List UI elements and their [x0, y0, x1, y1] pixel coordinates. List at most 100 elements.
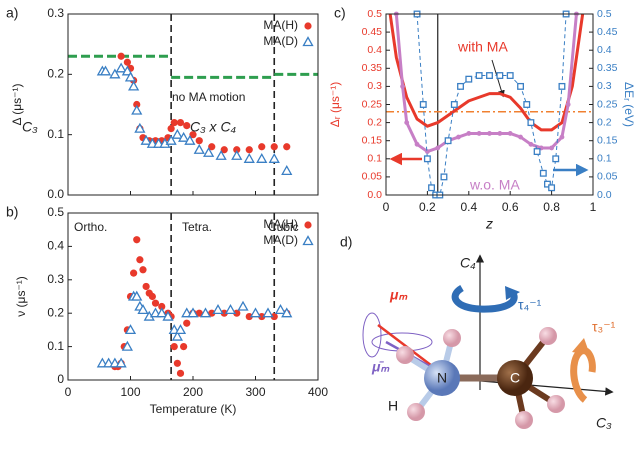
data-point	[245, 146, 253, 154]
data-point	[423, 155, 431, 163]
data-point	[167, 125, 175, 133]
data-point	[128, 80, 140, 91]
hydrogen-atom	[547, 395, 565, 413]
y-tick-label: 0.3	[47, 272, 64, 286]
dipole-label: μ̄ₘ	[371, 359, 390, 375]
data-point	[174, 324, 187, 335]
y2-tick-label: 0.3	[597, 80, 612, 92]
x-tick-label: 400	[308, 385, 328, 399]
y-tick-label: 0.5	[47, 205, 64, 219]
data-point	[258, 312, 266, 321]
data-point	[148, 292, 156, 301]
data-point	[517, 82, 524, 90]
atom-label: H	[388, 398, 398, 414]
data-point	[212, 304, 224, 315]
rotation-arrowhead-c3	[572, 338, 590, 355]
data-point	[170, 119, 178, 127]
x-tick-label: 200	[183, 385, 203, 399]
legend-label: MA(D)	[263, 233, 298, 247]
data-point	[281, 307, 293, 318]
data-point	[466, 131, 472, 136]
data-point	[400, 84, 405, 89]
rotation-arrow-c3	[570, 347, 596, 403]
x-tick-label: 100	[120, 385, 140, 399]
legend-marker	[304, 221, 312, 229]
data-point	[109, 68, 121, 79]
data-point	[233, 146, 241, 154]
data-point	[187, 307, 199, 318]
data-point	[220, 309, 228, 317]
y-axis-label: Δ (μs⁻¹)	[10, 84, 24, 126]
data-point	[117, 52, 125, 60]
data-point	[527, 119, 535, 127]
precession-ellipse	[362, 312, 382, 358]
data-point	[99, 65, 112, 76]
x-tick-label: 0.4	[460, 200, 477, 214]
data-line	[388, 13, 585, 132]
data-point	[506, 72, 514, 79]
data-point	[245, 312, 253, 321]
y2-tick-label: 0.45	[597, 26, 618, 38]
data-point	[220, 146, 228, 154]
legend-label: MA(H)	[263, 18, 298, 32]
y-tick-label: 0.0	[367, 189, 382, 201]
data-point	[133, 100, 141, 109]
data-point	[523, 101, 531, 108]
data-point	[274, 304, 287, 315]
panel-label: c)	[334, 5, 346, 21]
data-point	[131, 290, 143, 301]
data-point	[428, 184, 435, 192]
y-tick-label: 0.1	[47, 127, 64, 141]
data-point	[552, 155, 560, 163]
data-point	[249, 307, 262, 318]
data-point	[419, 101, 427, 108]
x-tick-label: 300	[245, 385, 265, 399]
y-tick-label: 0.4	[47, 239, 64, 253]
data-point	[549, 145, 554, 151]
y-tick-label: 0.0	[47, 187, 64, 201]
hydrogen-atom	[443, 329, 461, 347]
data-point	[425, 149, 430, 154]
data-point	[176, 369, 185, 377]
panel-label: a)	[6, 5, 18, 21]
data-point	[450, 101, 458, 108]
y2-tick-label: 0.0	[597, 189, 612, 201]
legend-label: MA(H)	[263, 217, 298, 231]
data-point	[268, 152, 280, 163]
rate-label: τ₃⁻¹	[592, 319, 616, 335]
data-point	[404, 120, 410, 125]
data-point	[178, 131, 190, 142]
atom-label: C	[510, 370, 520, 386]
data-point	[215, 149, 227, 160]
y-tick-label: 0.15	[362, 134, 383, 146]
data-point	[193, 143, 205, 154]
y-tick-label: 0.05	[362, 171, 383, 183]
hydrogen-atom	[407, 403, 425, 421]
molecule-diagram: d) N C H C₄ C₃ τ₄⁻¹	[340, 234, 616, 431]
data-point	[208, 309, 216, 317]
data-point	[486, 72, 493, 79]
data-point	[189, 131, 197, 139]
annotation: Cubic	[268, 220, 299, 234]
data-point	[176, 119, 185, 127]
x-tick-label: 0.2	[419, 200, 436, 214]
data-point	[497, 131, 503, 136]
axis-label: C₄	[460, 255, 476, 271]
annotation: Ortho.	[74, 220, 107, 234]
data-point	[124, 71, 137, 82]
data-point	[173, 359, 181, 367]
x-axis-label: z	[485, 216, 493, 232]
y2-tick-label: 0.4	[597, 44, 612, 56]
data-point	[199, 307, 212, 318]
data-point	[115, 62, 127, 73]
x-tick-label: 1	[590, 200, 597, 214]
data-point	[544, 180, 551, 188]
y-tick-label: 0.2	[47, 67, 64, 81]
data-point	[134, 122, 146, 133]
x-tick-label: 0	[65, 385, 72, 399]
data-point	[140, 134, 152, 145]
data-point	[183, 319, 191, 327]
data-point	[457, 82, 464, 90]
data-point	[243, 152, 255, 163]
rate-label: τ₄⁻¹	[518, 297, 542, 313]
